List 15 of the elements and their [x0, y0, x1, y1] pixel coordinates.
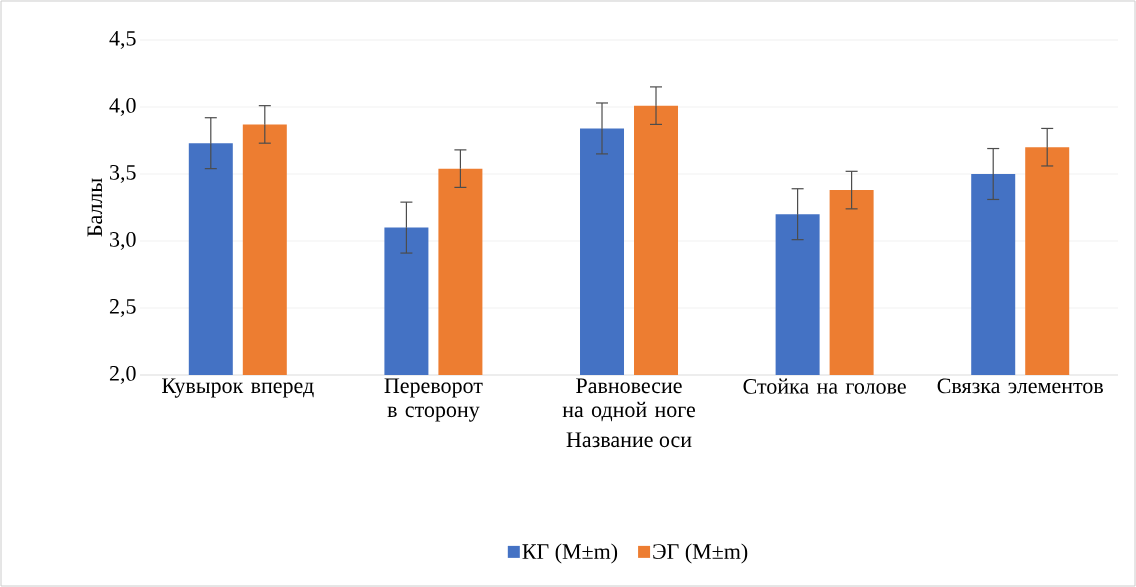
- y-tick-label: 3,5: [110, 165, 136, 183]
- x-tick-label: Кувырок вперед: [162, 378, 314, 398]
- legend-label: ЭГ (M±m): [653, 543, 748, 564]
- y-axis-title: Баллы: [87, 178, 103, 237]
- x-tick-label: Переворот в сторону: [384, 378, 483, 422]
- y-tick-label: 4,5: [109, 31, 136, 49]
- legend-label: КГ (M±m): [522, 543, 618, 564]
- x-axis-title: Название оси: [566, 432, 692, 448]
- x-tick-label: Связка элементов: [937, 378, 1103, 394]
- y-tick-label: 2,5: [109, 299, 136, 317]
- x-tick-label: Равновесие на одной ноге: [562, 378, 696, 422]
- y-tick-label: 2,0: [109, 366, 136, 385]
- y-tick-label: 4,0: [109, 98, 136, 117]
- x-tick-label: Стойка на голове: [743, 378, 906, 394]
- y-tick-label: 3,0: [110, 232, 136, 251]
